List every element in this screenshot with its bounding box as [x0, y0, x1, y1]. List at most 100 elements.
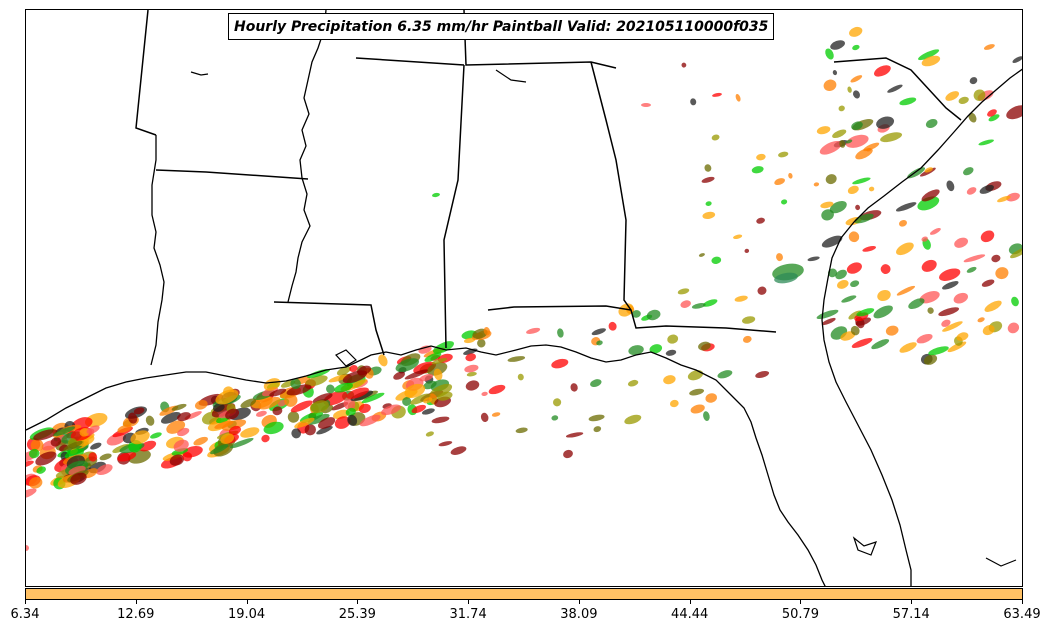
colorbar-tick-label: 63.49	[1003, 607, 1041, 622]
precip-blob	[838, 105, 845, 112]
precip-blob	[778, 151, 789, 158]
precip-blob	[849, 26, 863, 37]
precip-blob	[221, 419, 247, 431]
colorbar-tick-label: 38.09	[560, 607, 598, 622]
precip-blob	[744, 248, 750, 254]
precip-blob	[169, 454, 185, 466]
precip-blob	[641, 103, 651, 107]
map-title: Hourly Precipitation 6.35 mm/hr Paintbal…	[228, 13, 775, 40]
precip-blob	[946, 180, 955, 192]
precip-blob	[608, 321, 617, 331]
precip-blob	[995, 267, 1009, 280]
precip-blob	[438, 441, 453, 447]
precip-blob	[588, 414, 605, 422]
precip-blob	[28, 448, 40, 459]
colorbar-tick	[689, 600, 691, 604]
precip-blob	[215, 389, 239, 405]
precip-blob	[419, 374, 434, 382]
precip-blob	[921, 259, 937, 272]
colorbar-tick	[357, 600, 359, 604]
precip-blob	[450, 446, 467, 455]
precip-blob	[963, 254, 986, 263]
precip-blob	[35, 451, 57, 466]
precip-blob	[852, 177, 871, 185]
precip-blob	[160, 412, 181, 424]
precip-blob	[938, 307, 960, 317]
precip-blob	[1011, 296, 1019, 307]
precip-blob	[481, 391, 488, 397]
precip-blob	[517, 373, 524, 381]
precip-blob	[261, 434, 270, 443]
precip-blob	[978, 139, 994, 146]
precip-blob	[734, 295, 748, 302]
precip-blob	[851, 338, 873, 348]
precip-blob	[896, 242, 914, 256]
precip-blob	[821, 209, 834, 221]
precip-blob	[927, 307, 934, 314]
precip-blob	[336, 366, 352, 376]
precip-blob	[526, 327, 541, 334]
precip-blob	[480, 412, 489, 423]
precip-blob	[591, 328, 606, 336]
precip-blob	[963, 167, 974, 176]
precip-blob	[850, 280, 860, 288]
mississippi-river-border	[287, 10, 327, 303]
precip-blob	[856, 308, 875, 317]
precip-blob	[26, 488, 37, 499]
precip-blob	[921, 236, 928, 242]
precip-blob	[966, 266, 977, 273]
precip-blob	[880, 264, 891, 275]
precip-blob	[847, 185, 859, 195]
precip-blob	[680, 300, 691, 308]
precip-blob	[855, 317, 871, 326]
precip-blob	[359, 414, 381, 427]
precip-blob	[742, 316, 756, 324]
precip-blob	[551, 415, 559, 421]
precip-blob	[873, 305, 893, 319]
colorbar-tick	[135, 600, 137, 604]
precip-blob	[464, 364, 479, 373]
precip-blob	[756, 153, 766, 161]
precip-blob	[774, 178, 785, 186]
precip-blob	[984, 300, 1002, 312]
precip-blob	[30, 439, 44, 452]
precip-blob	[33, 429, 58, 441]
precip-blob	[26, 460, 34, 468]
precip-blob	[596, 340, 603, 346]
precip-blob	[53, 426, 75, 437]
precip-blob	[432, 192, 440, 198]
precip-blob	[557, 328, 564, 338]
precip-blob	[228, 425, 241, 436]
precip-blob	[1006, 192, 1020, 202]
precip-blob	[70, 472, 87, 485]
precip-blob	[988, 114, 1000, 122]
precip-blob	[173, 439, 189, 452]
precip-blob	[691, 303, 706, 309]
precip-blob	[294, 417, 315, 429]
colorbar-tick-label: 57.14	[892, 607, 930, 622]
precip-blob	[837, 279, 849, 289]
bay-outlines	[190, 69, 1017, 567]
precip-blob	[925, 119, 938, 128]
precip-blob	[698, 341, 711, 351]
louisiana-west-border	[150, 135, 165, 366]
colorbar-tick-label: 19.04	[227, 607, 266, 622]
precip-blob	[402, 397, 412, 406]
precip-blob	[347, 414, 358, 426]
precip-blob	[326, 384, 335, 394]
precip-blob	[942, 281, 959, 290]
precip-blob	[711, 256, 722, 264]
precip-blob	[852, 44, 860, 51]
precip-blob	[956, 332, 969, 341]
precip-blob	[258, 396, 281, 410]
precip-blob	[958, 96, 969, 105]
precip-blob	[466, 371, 477, 377]
precip-blob	[318, 417, 336, 429]
precip-blob	[667, 334, 679, 344]
precip-blob	[997, 195, 1011, 203]
precip-blob	[287, 411, 300, 423]
precip-blob	[193, 436, 208, 446]
precip-blob	[515, 427, 528, 434]
colorbar-tick	[468, 600, 470, 604]
precip-blob	[855, 204, 861, 211]
